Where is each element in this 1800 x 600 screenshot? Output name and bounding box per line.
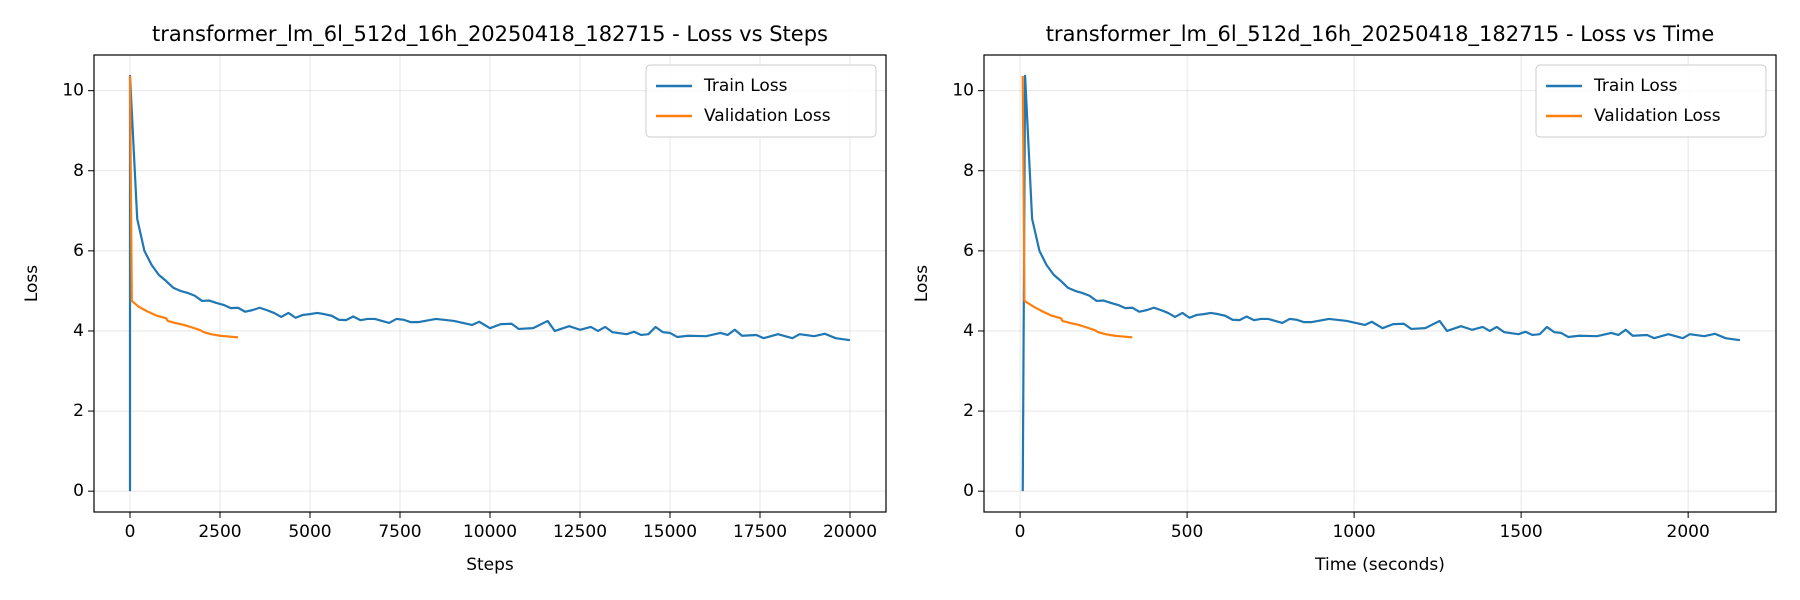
x-tick-label: 12500 xyxy=(553,522,607,542)
loss-line xyxy=(128,74,851,492)
x-axis-label: Steps xyxy=(466,555,514,575)
chart-title: transformer_lm_6l_512d_16h_20250418_1827… xyxy=(1046,22,1715,47)
loss-line xyxy=(1021,74,1741,492)
x-tick-label: 0 xyxy=(1015,522,1026,542)
y-tick-label: 0 xyxy=(963,481,974,501)
y-tick-label: 2 xyxy=(963,401,974,421)
x-tick-label: 17500 xyxy=(733,522,787,542)
y-tick-label: 6 xyxy=(963,241,974,261)
legend-label: Validation Loss xyxy=(1594,106,1721,126)
legend-label: Train Loss xyxy=(1593,76,1678,96)
x-axis-label: Time (seconds) xyxy=(1314,555,1445,575)
x-tick-label: 1500 xyxy=(1499,522,1542,542)
x-tick-label: 7500 xyxy=(378,522,421,542)
x-tick-label: 2000 xyxy=(1667,522,1710,542)
legend-box xyxy=(1535,64,1767,138)
loss-line xyxy=(128,75,239,339)
loss-line xyxy=(1021,75,1133,339)
plot-frame xyxy=(983,54,1777,513)
legend-box xyxy=(645,64,877,138)
y-tick-label: 8 xyxy=(73,161,84,181)
legend: Train Loss Validation Loss xyxy=(645,64,877,138)
y-tick-label: 4 xyxy=(963,321,974,341)
x-tick-label: 0 xyxy=(125,522,136,542)
x-tick-label: 15000 xyxy=(643,522,697,542)
plot-frame xyxy=(93,54,887,513)
legend-label: Train Loss xyxy=(703,76,788,96)
legend-label: Validation Loss xyxy=(704,106,831,126)
x-tick-label: 1000 xyxy=(1332,522,1375,542)
y-tick-label: 10 xyxy=(62,81,84,101)
y-tick-label: 0 xyxy=(73,481,84,501)
x-tick-label: 10000 xyxy=(463,522,517,542)
x-tick-label: 2500 xyxy=(198,522,241,542)
x-tick-label: 20000 xyxy=(823,522,877,542)
y-tick-label: 8 xyxy=(963,161,974,181)
y-tick-label: 2 xyxy=(73,401,84,421)
y-axis-label: Loss xyxy=(22,265,42,302)
y-axis-label: Loss xyxy=(912,265,932,302)
legend: Train Loss Validation Loss xyxy=(1535,64,1767,138)
x-tick-label: 500 xyxy=(1171,522,1203,542)
y-tick-label: 6 xyxy=(73,241,84,261)
chart-title: transformer_lm_6l_512d_16h_20250418_1827… xyxy=(152,22,828,47)
y-tick-label: 4 xyxy=(73,321,84,341)
y-tick-label: 10 xyxy=(952,81,974,101)
x-tick-label: 5000 xyxy=(288,522,331,542)
